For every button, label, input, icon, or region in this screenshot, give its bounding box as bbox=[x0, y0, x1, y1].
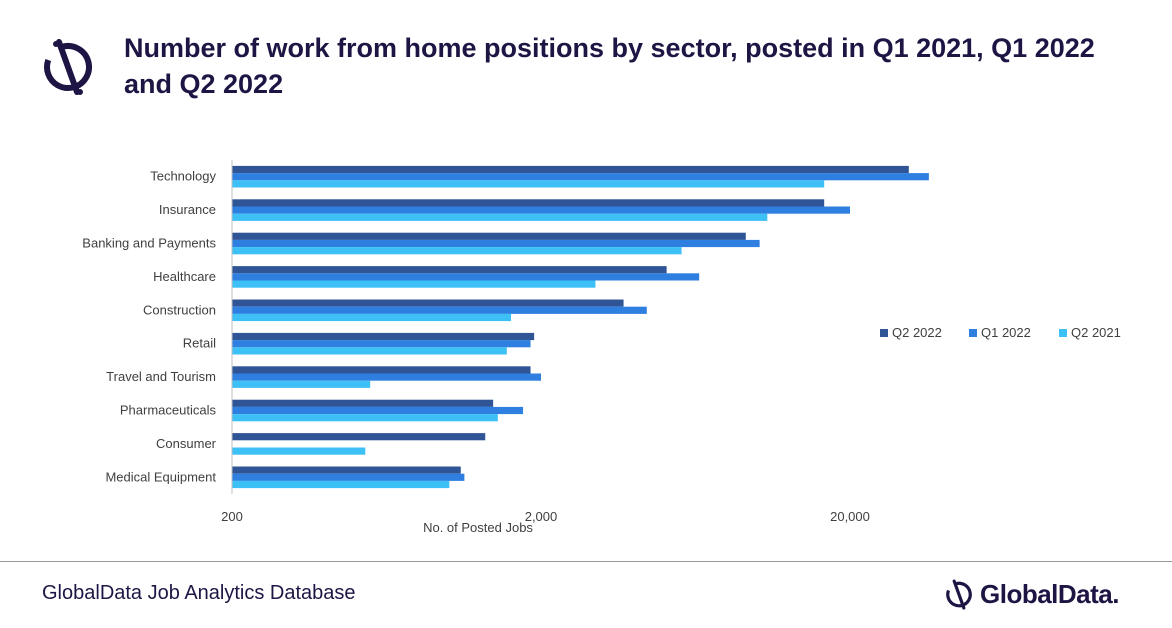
x-tick-labels: 200 2,000 20,000 bbox=[221, 509, 870, 524]
category-labels: Technology Insurance Banking and Payments H… bbox=[82, 169, 216, 485]
bar-q2-2021 bbox=[232, 347, 507, 355]
category-label: Travel and Tourism bbox=[106, 369, 216, 384]
x-tick-label: 20,000 bbox=[830, 509, 870, 524]
chart-title: Number of work from home positions by se… bbox=[124, 33, 1095, 99]
globaldata-logo-icon bbox=[44, 39, 92, 95]
bar-q1-2022 bbox=[232, 206, 850, 214]
x-tick-label: 2,000 bbox=[525, 509, 558, 524]
category-label: Pharmaceuticals bbox=[120, 403, 217, 418]
bars-group bbox=[232, 165, 929, 489]
bar-q1-2022 bbox=[232, 239, 760, 248]
footer-divider bbox=[0, 561, 1172, 562]
bar-q2-2022 bbox=[232, 266, 667, 274]
bar-q1-2022 bbox=[232, 406, 524, 415]
bar-q2-2022 bbox=[232, 366, 531, 374]
legend-label: Q2 2022 bbox=[892, 325, 942, 340]
bar-q2-2021 bbox=[232, 180, 825, 188]
category-label: Technology bbox=[150, 169, 216, 184]
bar-q1-2022 bbox=[232, 473, 465, 481]
legend-swatch bbox=[880, 329, 888, 337]
bar-q2-2022 bbox=[232, 399, 494, 407]
bar-q1-2022 bbox=[232, 306, 647, 314]
bar-q2-2021 bbox=[232, 313, 512, 322]
category-label: Banking and Payments bbox=[82, 236, 216, 251]
globaldata-brand-icon bbox=[946, 579, 972, 610]
bar-q2-2022 bbox=[232, 466, 461, 474]
category-label: Construction bbox=[143, 302, 216, 317]
source-text: GlobalData Job Analytics Database bbox=[42, 582, 356, 604]
legend-label: Q2 2021 bbox=[1071, 325, 1121, 340]
bar-q2-2022 bbox=[232, 299, 624, 307]
category-label: Consumer bbox=[156, 436, 217, 451]
category-label: Medical Equipment bbox=[105, 469, 216, 484]
legend: Q2 2022 Q1 2022 Q2 2021 bbox=[880, 325, 1121, 340]
brand-logo: GlobalData. bbox=[944, 576, 1119, 612]
bar-q1-2022 bbox=[232, 173, 929, 181]
bar-q2-2021 bbox=[232, 247, 682, 255]
category-label: Insurance bbox=[159, 202, 216, 217]
bar-q1-2022 bbox=[232, 340, 531, 348]
category-label: Retail bbox=[183, 336, 216, 351]
bar-q2-2022 bbox=[232, 332, 535, 341]
bar-q2-2021 bbox=[232, 280, 596, 288]
legend-label: Q1 2022 bbox=[981, 325, 1031, 340]
category-label: Healthcare bbox=[153, 269, 216, 284]
bar-q2-2021 bbox=[232, 213, 768, 221]
bar-q2-2021 bbox=[232, 380, 371, 388]
bar-q1-2022 bbox=[232, 373, 541, 381]
bar-chart: Technology Insurance Banking and Payments H… bbox=[82, 160, 1121, 535]
bar-q2-2022 bbox=[232, 165, 909, 174]
legend-swatch bbox=[969, 329, 977, 337]
bar-q1-2022 bbox=[232, 273, 700, 281]
legend-swatch bbox=[1059, 329, 1067, 337]
bar-q2-2021 bbox=[232, 480, 450, 489]
bar-q2-2022 bbox=[232, 199, 825, 207]
x-tick-label: 200 bbox=[221, 509, 243, 524]
bar-q2-2022 bbox=[232, 433, 486, 441]
bar-q2-2022 bbox=[232, 232, 746, 240]
bar-q2-2021 bbox=[232, 447, 366, 455]
x-axis-title: No. of Posted Jobs bbox=[423, 520, 533, 535]
brand-name: GlobalData. bbox=[980, 578, 1119, 609]
bar-q2-2021 bbox=[232, 414, 498, 422]
